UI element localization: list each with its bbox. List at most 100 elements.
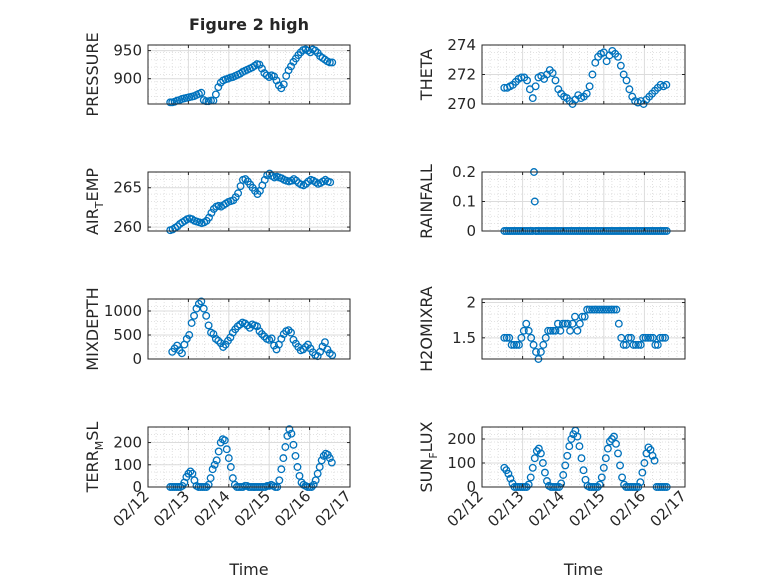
data-point (500, 463, 509, 472)
data-point (624, 333, 633, 342)
data-point (540, 468, 549, 477)
x-tick-label: 02/14 (525, 487, 568, 530)
y-axis-label-main: H2OMIXRA (417, 286, 436, 372)
data-point (528, 463, 537, 472)
data-point (526, 473, 535, 482)
y-axis-label-main: SUN (417, 459, 436, 493)
data-point (636, 478, 645, 487)
data-series (168, 297, 337, 361)
y-tick-label: 200 (113, 434, 142, 452)
y-tick-label: 270 (447, 95, 476, 113)
x-tick-label: 02/15 (565, 487, 608, 530)
data-point (531, 82, 540, 91)
data-point (622, 76, 631, 85)
x-tick-label: 02/13 (150, 487, 193, 530)
data-point (543, 477, 551, 485)
y-axis-label: SUNFLUX (417, 421, 440, 492)
data-point (199, 304, 208, 313)
data-point (541, 333, 550, 342)
data-point (544, 326, 553, 335)
data-point (618, 473, 627, 482)
data-point (536, 347, 545, 356)
data-point (327, 458, 336, 467)
data-point (553, 319, 562, 328)
data-point (592, 305, 601, 314)
y-tick-label: 260 (113, 218, 142, 236)
data-point (614, 319, 623, 328)
data-point (285, 425, 294, 434)
data-point (234, 189, 243, 198)
y-tick-label: 100 (113, 456, 142, 474)
data-point (571, 312, 579, 321)
data-point (573, 432, 582, 441)
data-point (631, 340, 640, 349)
subplot-pressure: 900 950 PRESSURE Figure 2 high (83, 15, 351, 117)
data-point (207, 208, 216, 217)
data-point (177, 349, 186, 358)
data-point (208, 465, 217, 474)
data-point (605, 305, 614, 314)
y-tick-label: 1.5 (452, 329, 476, 347)
data-point (255, 60, 264, 69)
data-point (532, 447, 541, 455)
data-point (287, 429, 296, 438)
data-point (210, 460, 219, 469)
y-axis-label-main: THETA (417, 49, 436, 101)
y-tick-label: 0 (132, 350, 142, 368)
data-point (287, 328, 295, 337)
data-point (277, 465, 286, 474)
data-point (222, 445, 231, 454)
data-point (528, 94, 537, 103)
y-tick-label: 272 (447, 66, 476, 84)
data-point (561, 461, 570, 470)
data-point (603, 444, 612, 453)
data-point (284, 326, 293, 335)
data-point (317, 456, 326, 465)
data-point (522, 319, 531, 328)
x-tick-label: 02/12 (444, 487, 487, 530)
x-tick-label: 02/13 (484, 487, 527, 530)
data-point (590, 305, 599, 314)
y-axis-label-suffix: LUX (417, 421, 436, 452)
data-point (206, 474, 215, 483)
data-point (224, 454, 233, 463)
data-point (559, 471, 568, 479)
y-tick-label: 274 (447, 36, 476, 54)
subplot-h2omixra: 1.5 2 H2OMIXRA (417, 286, 686, 372)
data-point (505, 333, 514, 342)
data-point (529, 340, 538, 349)
data-point (291, 451, 300, 460)
data-point (500, 333, 509, 342)
subplot-theta: 270 272 274 THETA (417, 36, 686, 113)
data-point (277, 84, 286, 93)
data-point (656, 333, 665, 342)
y-tick-label: 900 (113, 70, 142, 88)
data-point (546, 326, 555, 335)
x-tick-label: 02/16 (606, 487, 649, 530)
data-point (292, 176, 301, 185)
axes-box (481, 426, 686, 488)
data-point (279, 80, 288, 89)
data-point (612, 305, 621, 314)
data-point (321, 338, 329, 347)
data-point (565, 442, 574, 451)
data-point (186, 467, 195, 476)
data-point (644, 443, 653, 452)
figure-title: Figure 2 high (189, 15, 309, 34)
data-point (548, 69, 557, 77)
data-point (524, 326, 533, 335)
data-point (279, 454, 288, 463)
y-axis-label: RAINFALL (417, 164, 436, 239)
data-point (578, 312, 587, 321)
y-axis-label: TERRMSL (83, 422, 106, 494)
data-point (231, 193, 240, 202)
data-point (536, 449, 545, 458)
x-tick-label: 02/17 (647, 487, 690, 530)
y-axis-label-subscript: M (93, 441, 106, 451)
data-point (539, 340, 548, 349)
data-point (507, 340, 516, 349)
data-point (311, 46, 320, 55)
axes-box (147, 44, 351, 105)
